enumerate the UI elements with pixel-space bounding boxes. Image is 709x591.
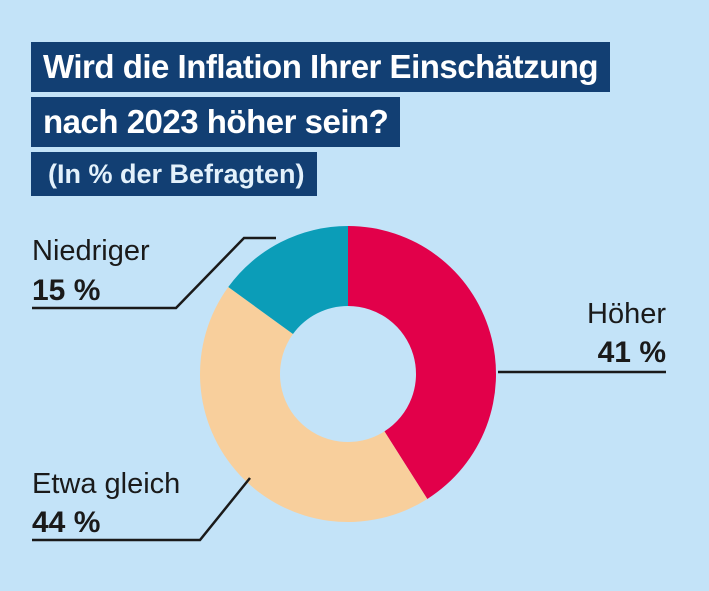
chart-title-line-1: Wird die Inflation Ihrer Einschätzung xyxy=(31,42,611,92)
slice-hoeher xyxy=(348,226,497,499)
label-value-niedriger: 15 % xyxy=(32,274,100,307)
label-name-niedriger: Niedriger xyxy=(32,235,150,267)
label-name-hoeher: Höher xyxy=(587,298,666,330)
donut-slices xyxy=(199,226,497,522)
label-name-etwa-gleich: Etwa gleich xyxy=(32,468,180,500)
leader-line-niedriger xyxy=(32,236,276,310)
slice-etwa-gleich xyxy=(199,287,428,522)
slice-niedriger xyxy=(228,226,348,335)
label-value-hoeher: 41 % xyxy=(598,336,666,369)
label-value-etwa-gleich: 44 % xyxy=(32,506,100,539)
chart-subtitle: (In % der Befragten) xyxy=(31,152,317,196)
slice-labels: Höher 41 % Etwa gleich 44 % Niedriger 15 % xyxy=(32,235,666,539)
leader-line-etwa-gleich xyxy=(32,477,251,542)
chart-title-line-2: nach 2023 höher sein? xyxy=(31,97,401,147)
leader-lines xyxy=(32,236,666,542)
